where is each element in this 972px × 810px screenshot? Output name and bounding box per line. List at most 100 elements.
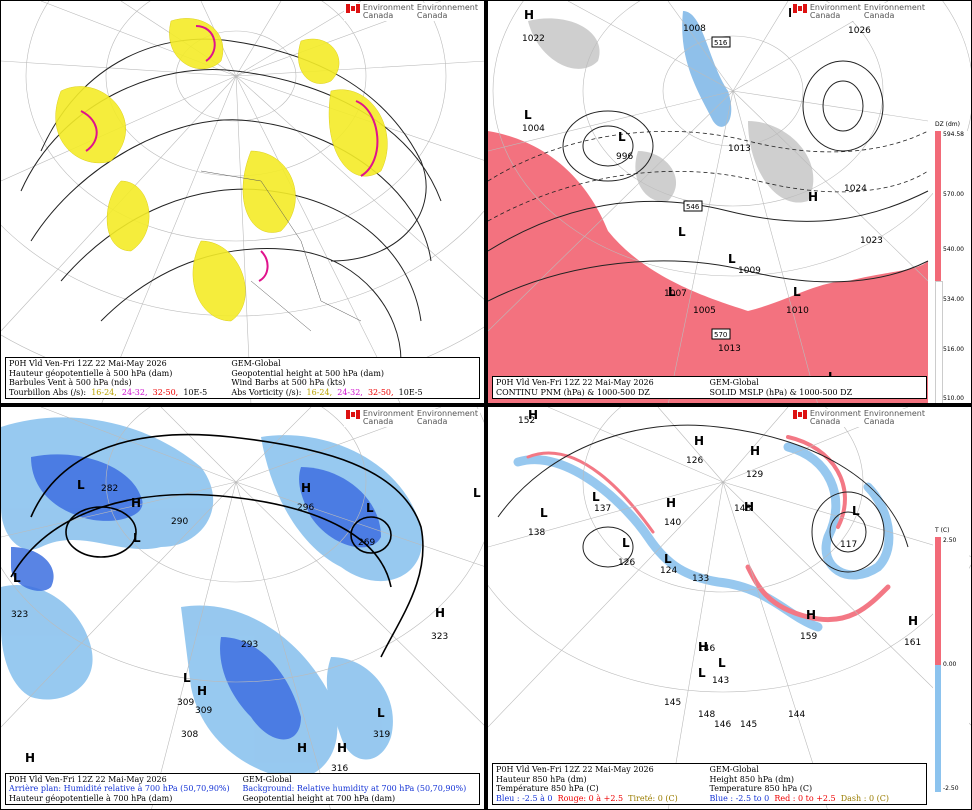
- svg-text:H: H: [694, 434, 704, 448]
- svg-text:570: 570: [714, 331, 727, 339]
- svg-text:L: L: [678, 225, 686, 239]
- svg-text:H: H: [131, 496, 141, 510]
- colorbar-temperature: T (C) 2.50 0.00 -2.50: [933, 527, 969, 792]
- svg-text:L: L: [377, 706, 385, 720]
- svg-text:296: 296: [297, 503, 314, 513]
- svg-text:L: L: [183, 671, 191, 685]
- svg-text:140: 140: [664, 518, 681, 528]
- svg-text:126: 126: [686, 456, 703, 466]
- svg-text:1007: 1007: [664, 289, 687, 299]
- svg-text:L: L: [592, 490, 600, 504]
- svg-text:H: H: [666, 496, 676, 510]
- svg-text:L: L: [77, 478, 85, 492]
- svg-text:H: H: [750, 444, 760, 458]
- svg-text:293: 293: [241, 640, 258, 650]
- svg-text:1005: 1005: [693, 306, 716, 316]
- environment-canada-logo: Environment Canada Environnement Canada: [343, 409, 480, 427]
- svg-text:145: 145: [740, 720, 757, 730]
- environment-canada-logo: Environment Canada Environnement Canada: [343, 3, 480, 21]
- svg-text:319: 319: [373, 730, 390, 740]
- svg-text:1013: 1013: [728, 144, 751, 154]
- environment-canada-logo: Environment Canada Environnement Canada: [790, 409, 927, 427]
- svg-text:145: 145: [664, 698, 681, 708]
- svg-text:137: 137: [594, 504, 611, 514]
- svg-text:L: L: [852, 504, 860, 518]
- svg-text:1010: 1010: [786, 306, 809, 316]
- panel-mslp-thickness[interactable]: HHH LLL LLL HL 1022 1026 1023 1013 1024 …: [487, 0, 972, 404]
- svg-text:316: 316: [331, 764, 348, 774]
- svg-text:L: L: [622, 536, 630, 550]
- svg-text:148: 148: [698, 710, 715, 720]
- svg-text:L: L: [698, 666, 706, 680]
- environment-canada-logo: Environment Canada Environnement Canada: [790, 3, 927, 21]
- svg-text:1023: 1023: [860, 236, 883, 246]
- svg-text:L: L: [718, 656, 726, 670]
- svg-text:146: 146: [714, 720, 731, 730]
- svg-text:1009: 1009: [738, 266, 761, 276]
- svg-text:H: H: [301, 481, 311, 495]
- svg-text:124: 124: [660, 566, 677, 576]
- svg-text:L: L: [133, 531, 141, 545]
- svg-text:H: H: [197, 684, 207, 698]
- svg-text:L: L: [366, 501, 374, 515]
- svg-text:1004: 1004: [522, 124, 545, 134]
- svg-text:126: 126: [618, 558, 635, 568]
- svg-text:1008: 1008: [683, 24, 706, 34]
- svg-text:1024: 1024: [844, 184, 867, 194]
- svg-text:1013: 1013: [718, 344, 741, 354]
- svg-text:309: 309: [195, 706, 212, 716]
- svg-text:H: H: [435, 606, 445, 620]
- svg-text:143: 143: [712, 676, 729, 686]
- svg-text:309: 309: [177, 698, 194, 708]
- svg-text:H: H: [908, 614, 918, 628]
- svg-text:129: 129: [746, 470, 763, 480]
- svg-text:H: H: [806, 608, 816, 622]
- legend-panel-3: P0H Vld Ven-Fri 12Z 22 Mai-May 2026 Arri…: [5, 772, 480, 805]
- panel-500hpa-vorticity[interactable]: Environment Canada Environnement Canada P0…: [0, 0, 485, 404]
- svg-text:323: 323: [11, 610, 28, 620]
- svg-text:117: 117: [840, 540, 857, 550]
- svg-text:138: 138: [528, 528, 545, 538]
- svg-text:H: H: [528, 408, 538, 422]
- svg-text:159: 159: [800, 632, 817, 642]
- svg-text:L: L: [473, 486, 481, 500]
- svg-text:146: 146: [698, 644, 715, 654]
- svg-text:148: 148: [734, 504, 751, 514]
- legend-panel-2: P0H Vld Ven-Fri 12Z 22 Mai-May 2026 CONT…: [492, 376, 927, 399]
- svg-text:H: H: [25, 751, 35, 765]
- map-500hpa: [1, 1, 484, 403]
- svg-text:L: L: [524, 108, 532, 122]
- svg-text:1022: 1022: [522, 34, 545, 44]
- svg-text:H: H: [698, 640, 708, 654]
- canada-flag-icon: [792, 4, 807, 13]
- svg-text:133: 133: [692, 574, 709, 584]
- svg-text:L: L: [728, 252, 736, 266]
- svg-text:L: L: [664, 552, 672, 566]
- svg-text:152: 152: [518, 416, 535, 426]
- svg-text:996: 996: [616, 152, 633, 162]
- canada-flag-icon: [345, 4, 360, 13]
- svg-text:H: H: [297, 741, 307, 755]
- svg-text:546: 546: [686, 203, 700, 211]
- canada-flag-icon: [345, 410, 360, 419]
- svg-text:1026: 1026: [848, 26, 871, 36]
- panel-700hpa-humidity[interactable]: HHL HHH LLL LHL HL 324 323 323 309 308 2…: [0, 406, 485, 810]
- svg-text:H: H: [808, 190, 818, 204]
- svg-text:L: L: [618, 130, 626, 144]
- map-mslp: HHH LLL LLL HL 1022 1026 1023 1013 1024 …: [488, 1, 971, 403]
- svg-text:144: 144: [788, 710, 805, 720]
- svg-text:L: L: [13, 571, 21, 585]
- svg-text:308: 308: [181, 730, 198, 740]
- legend-panel-4: P0H Vld Ven-Fri 12Z 22 Mai-May 2026 Haut…: [492, 763, 927, 805]
- svg-text:161: 161: [904, 638, 921, 648]
- canada-flag-icon: [792, 410, 807, 419]
- colorbar-thickness: DZ (dm) 594.58 570.00 540.00 534.00 516.…: [933, 121, 969, 403]
- svg-text:L: L: [668, 285, 676, 299]
- svg-text:H: H: [524, 8, 534, 22]
- svg-text:269: 269: [358, 538, 375, 548]
- svg-text:H: H: [744, 500, 754, 514]
- svg-text:H: H: [337, 741, 347, 755]
- svg-text:516: 516: [714, 39, 728, 47]
